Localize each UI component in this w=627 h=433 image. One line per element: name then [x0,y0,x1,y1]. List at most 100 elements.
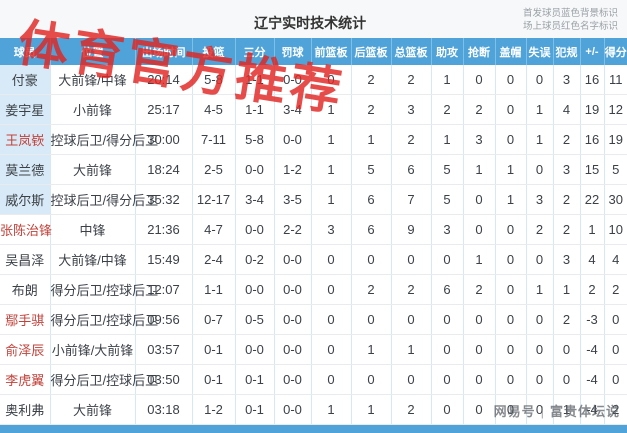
stat-cell: 1 [311,94,352,125]
stat-cell: 1 [431,65,464,95]
stat-cell: 0 [495,94,527,125]
stat-cell: 2 [391,65,432,95]
stat-cell: 1 [463,244,496,275]
column-header-9: 助攻 [431,38,464,65]
stat-cell: 0 [431,364,464,395]
stat-cell: 3-4 [235,184,275,215]
column-header-2: 出场时间 [135,38,193,65]
stat-cell: 0 [553,334,581,365]
stat-cell: 0-1 [235,364,275,395]
stat-cell: 3 [553,244,581,275]
bottom-bar [0,425,627,433]
stat-cell: 2 [351,274,392,305]
stat-cell: 2 [604,394,627,425]
table-row: 俞泽辰 小前锋/大前锋 03:57 0-1 0-0 0-0 0 1 1 0 0 0 0 0 -4 0 [0,334,627,365]
player-name: 莫兰德 [0,154,51,185]
stat-cell: 0 [463,214,496,245]
stat-cell: 15 [580,154,605,185]
legend: 首发球员蓝色背景标识 场上球员红色名字标识 [523,7,618,33]
stat-cell: 03:18 [135,394,193,425]
column-header-6: 前篮板 [311,38,352,65]
stat-cell: 0 [463,184,496,215]
stat-cell: 0 [495,394,527,425]
player-name: 鄢手骐 [0,304,51,335]
stat-cell: 0 [526,154,554,185]
stat-cell: 1-1 [192,274,236,305]
stat-cell: 4 [604,244,627,275]
stat-cell: 5-8 [235,124,275,155]
stat-cell: 0-0 [274,304,312,335]
stat-cell: 0 [463,364,496,395]
stat-cell: 1-1 [235,65,275,95]
stat-cell: 0-0 [235,214,275,245]
stat-cell: 0 [463,304,496,335]
stat-cell: 1 [553,394,581,425]
stat-cell: 0-0 [235,334,275,365]
header-row: 球员 位置 出场时间 投篮 三分 罚球 前篮板 后篮板 总篮板 助攻 抢断 盖帽 失误 犯规 +/- 得分 [0,38,627,65]
player-name: 吴昌泽 [0,244,51,275]
stat-cell: 0-1 [192,364,236,395]
stat-cell: 1 [495,184,527,215]
stat-cell: 0-7 [192,304,236,335]
stat-cell: 0-0 [274,274,312,305]
stat-cell: 2 [553,304,581,335]
stat-cell: 0-0 [274,65,312,95]
stat-cell: 0 [431,334,464,365]
stat-cell: 3 [431,214,464,245]
stat-cell: 1 [580,214,605,245]
player-name: 李虎翼 [0,364,51,395]
stat-cell: 2 [463,94,496,125]
stat-cell: 16 [580,124,605,155]
stat-cell: 10 [604,214,627,245]
stat-cell: 16 [580,65,605,95]
stats-table: 球员 位置 出场时间 投篮 三分 罚球 前篮板 后篮板 总篮板 助攻 抢断 盖帽 失误 犯规 +/- 得分 付… [0,38,627,425]
stat-cell: 0 [553,364,581,395]
table-row: 威尔斯 控球后卫/得分后卫 35:32 12-17 3-4 3-5 1 6 7 5 0 1 3 2 22 30 [0,184,627,215]
stat-cell: 0 [351,364,392,395]
stat-cell: 4 [580,244,605,275]
stat-cell: 12:07 [135,274,193,305]
stat-cell: 0 [526,334,554,365]
stat-cell: 5 [431,154,464,185]
stat-cell: 0 [351,244,392,275]
stat-cell: 0-0 [274,334,312,365]
stat-cell: 2 [553,124,581,155]
stat-cell: 0 [495,65,527,95]
stat-cell: 0 [495,214,527,245]
stat-cell: 6 [391,154,432,185]
stat-cell: 0 [526,244,554,275]
stat-cell: 1-2 [192,394,236,425]
column-header-8: 总篮板 [391,38,432,65]
stat-cell: 0 [311,244,352,275]
stat-cell: 0 [495,334,527,365]
stat-cell: 7-11 [192,124,236,155]
player-position: 小前锋 [50,94,136,125]
title-bar: 辽宁实时技术统计 首发球员蓝色背景标识 场上球员红色名字标识 [0,0,627,38]
stat-cell: 0 [604,334,627,365]
player-name: 布朗 [0,274,51,305]
stat-cell: -3 [580,304,605,335]
stat-cell: 1-2 [274,154,312,185]
column-header-5: 罚球 [274,38,312,65]
table-row: 莫兰德 大前锋 18:24 2-5 0-0 1-2 1 5 6 5 1 1 0 3 15 5 [0,154,627,185]
legend-line-oncourt: 场上球员红色名字标识 [522,21,618,32]
stat-cell: 09:56 [135,304,193,335]
player-name: 俞泽辰 [0,334,51,365]
stat-cell: 0 [391,364,432,395]
stat-cell: 0 [495,304,527,335]
stat-cell: 0 [526,304,554,335]
stat-cell: 0-1 [192,334,236,365]
stat-cell: 2 [553,214,581,245]
table-row: 姜宇星 小前锋 25:17 4-5 1-1 3-4 1 2 3 2 2 0 1 4 19 12 [0,94,627,125]
player-position: 大前锋/中锋 [50,65,136,95]
table-row: 王岚嵚 控球后卫/得分后卫 30:00 7-11 5-8 0-0 1 1 2 1 3 0 1 2 16 19 [0,124,627,155]
column-header-10: 抢断 [463,38,496,65]
column-header-14: +/- [580,38,605,65]
table-row: 吴昌泽 大前锋/中锋 15:49 2-4 0-2 0-0 0 0 0 0 1 0 0 3 4 4 [0,244,627,275]
stat-cell: 1 [495,154,527,185]
stat-cell: 1 [431,124,464,155]
player-position: 得分后卫/控球后卫 [50,364,158,395]
stat-cell: 0-0 [274,124,312,155]
stat-cell: 0 [604,364,627,395]
stat-cell: 1 [311,154,352,185]
